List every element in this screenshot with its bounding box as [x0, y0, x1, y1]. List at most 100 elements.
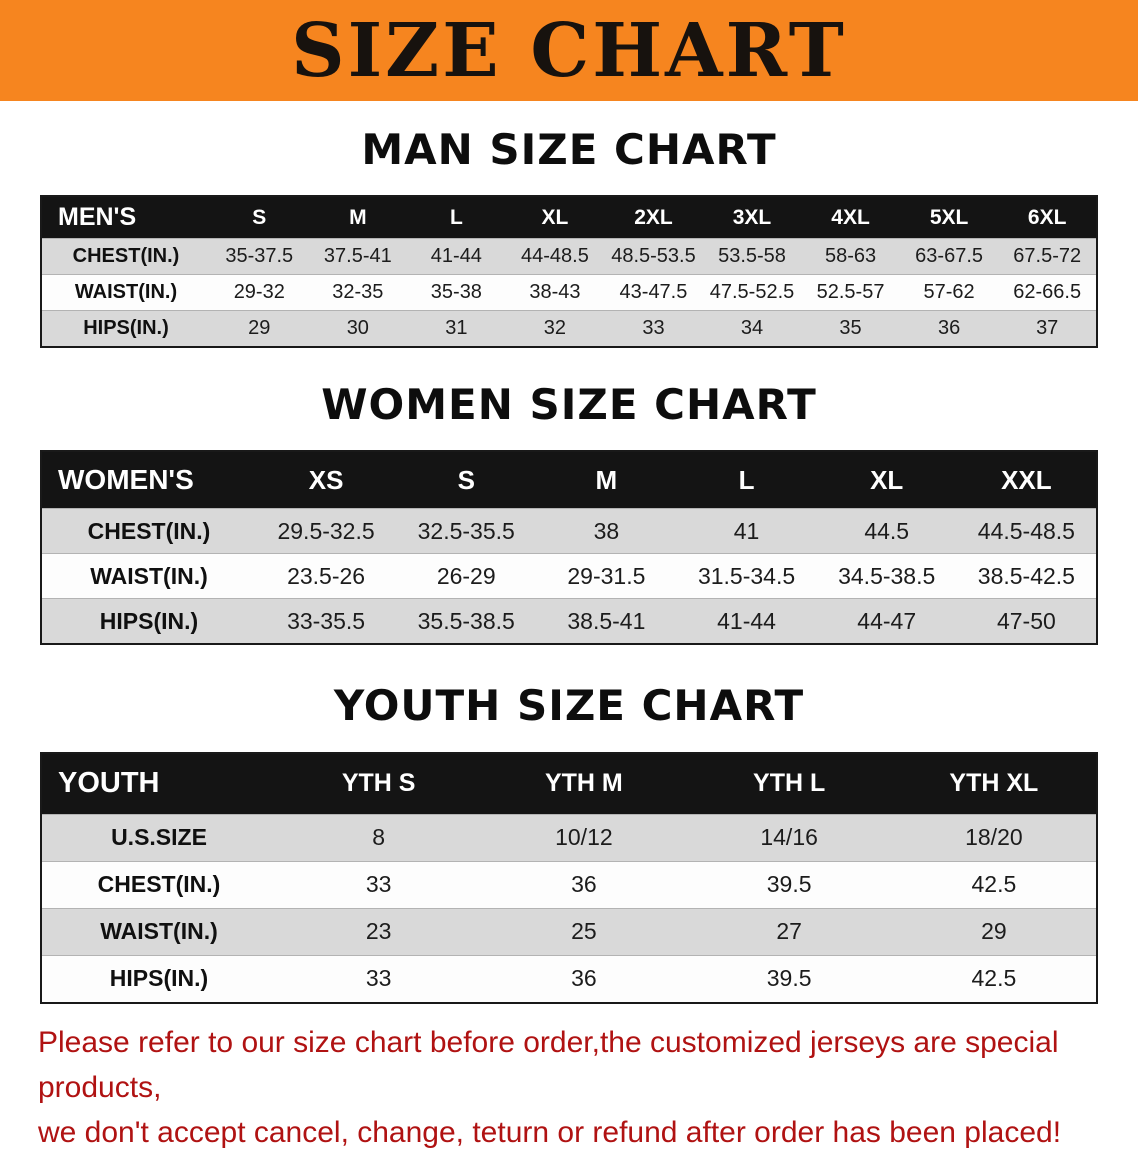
size-value: 47-50 [996, 607, 1056, 634]
size-value: 52.5-57 [816, 281, 885, 304]
banner-title: SIZE CHART [291, 7, 847, 94]
size-value: 58-63 [824, 245, 877, 268]
size-column-header: YTH XL [891, 752, 1097, 815]
youth-section-heading: YOUTH SIZE CHART [333, 681, 805, 731]
table-row: WAIST(IN.) 29-32 32-35 35-38 38-43 43-47.5 47.… [41, 274, 1097, 311]
size-value: 31 [445, 317, 468, 340]
size-value: 8 [372, 824, 386, 851]
size-value: 44-47 [857, 607, 917, 634]
size-column-header: S [210, 196, 309, 239]
size-value: 32.5-35.5 [417, 517, 515, 544]
women-size-section: WOMEN SIZE CHART WOMEN'S XS S M L XL XXL CHEST… [0, 380, 1138, 646]
size-column-header: 2XL [604, 196, 703, 239]
mens-size-table: MEN'S S M L XL 2XL 3XL 4XL 5XL 6XL CHEST(IN.) 35-3… [40, 195, 1098, 349]
size-value: 38-43 [529, 281, 581, 304]
size-value: 62-66.5 [1013, 281, 1082, 304]
size-value: 29-31.5 [567, 562, 646, 589]
size-value: 37 [1036, 317, 1059, 340]
size-value: 53.5-58 [718, 245, 786, 268]
row-label: HIPS(IN.) [109, 965, 209, 992]
row-label: U.S.SIZE [111, 824, 207, 851]
size-column-header: M [536, 451, 677, 509]
table-title-cell: WOMEN'S [41, 451, 256, 509]
womens-table-body: CHEST(IN.) 29.5-32.5 32.5-35.5 38 41 44.5 44.5… [41, 508, 1097, 645]
size-value: 27 [776, 918, 802, 945]
size-value: 41 [733, 517, 760, 544]
size-value: 32 [543, 317, 567, 340]
womens-header-row: WOMEN'S XS S M L XL XXL [41, 451, 1097, 509]
table-title-cell: YOUTH [41, 752, 276, 815]
youth-table-body: U.S.SIZE 8 10/12 14/16 18/20 CHEST(IN.) 33 36 39… [41, 814, 1097, 1003]
size-value: 34 [740, 317, 764, 340]
size-value: 38 [593, 517, 620, 544]
table-row: HIPS(IN.) 33-35.5 35.5-38.5 38.5-41 41-44 44-… [41, 598, 1097, 645]
size-value: 39.5 [766, 965, 812, 992]
size-value: 42.5 [971, 871, 1017, 898]
size-value: 30 [346, 317, 369, 340]
size-chart-banner: SIZE CHART [0, 0, 1138, 101]
row-label: WAIST(IN.) [74, 281, 178, 304]
disclaimer-line-1: Please refer to our size chart before or… [38, 1025, 1059, 1104]
size-value: 33 [365, 871, 392, 898]
size-value: 39.5 [766, 871, 812, 898]
size-value: 35.5-38.5 [417, 607, 515, 634]
youth-header-row: YOUTH YTH S YTH M YTH L YTH XL [41, 752, 1097, 815]
row-label: CHEST(IN.) [97, 871, 221, 898]
size-value: 36 [937, 317, 961, 340]
size-value: 35 [839, 317, 862, 340]
size-column-header: L [407, 196, 506, 239]
size-value: 37.5-41 [323, 245, 392, 268]
size-column-header: 4XL [801, 196, 900, 239]
man-section-heading: MAN SIZE CHART [361, 125, 777, 174]
womens-size-table: WOMEN'S XS S M L XL XXL CHEST(IN.) 29.5-32.5 32.… [40, 450, 1098, 646]
size-value: 48.5-53.5 [611, 245, 696, 268]
size-value: 36 [571, 965, 597, 992]
size-value: 42.5 [971, 965, 1017, 992]
row-label: HIPS(IN.) [99, 607, 199, 634]
size-value: 38.5-42.5 [977, 562, 1075, 589]
size-value: 23.5-26 [287, 562, 366, 589]
size-value: 34.5-38.5 [838, 562, 936, 589]
size-value: 36 [571, 871, 597, 898]
size-value: 10/12 [555, 824, 613, 851]
women-section-heading: WOMEN SIZE CHART [321, 380, 817, 430]
disclaimer: Please refer to our size chart before or… [38, 1020, 1100, 1155]
table-row: WAIST(IN.) 23.5-26 26-29 29-31.5 31.5-34.5 34… [41, 553, 1097, 599]
size-value: 44.5-48.5 [977, 517, 1075, 544]
size-column-header: L [676, 451, 817, 509]
size-value: 44.5 [864, 517, 910, 544]
size-column-header: 5XL [899, 196, 999, 239]
table-row: CHEST(IN.) 35-37.5 37.5-41 41-44 44-48.5 48.5… [41, 238, 1097, 275]
row-label: WAIST(IN.) [90, 562, 208, 589]
size-value: 23 [365, 918, 392, 945]
size-column-header: XL [505, 196, 605, 239]
size-value: 57-62 [923, 281, 975, 304]
size-value: 29.5-32.5 [277, 517, 375, 544]
row-label: CHEST(IN.) [87, 517, 211, 544]
size-value: 33 [365, 965, 392, 992]
size-column-header: 6XL [998, 196, 1097, 239]
size-value: 31.5-34.5 [697, 562, 796, 589]
size-value: 33 [642, 317, 665, 340]
size-value: 29 [248, 317, 271, 340]
youth-size-table: YOUTH YTH S YTH M YTH L YTH XL U.S.SIZE 8 10/1… [40, 751, 1098, 1004]
size-value: 29 [981, 918, 1007, 945]
size-value: 18/20 [965, 824, 1023, 851]
size-value: 29-32 [233, 281, 285, 304]
man-size-section: MAN SIZE CHART MEN'S S M L XL 2XL 3XL 4XL 5XL 6XL… [0, 125, 1138, 349]
size-value: 26-29 [436, 562, 496, 589]
size-value: 41-44 [717, 607, 776, 634]
disclaimer-line-2: we don't accept cancel, change, teturn o… [38, 1115, 1062, 1149]
table-title-cell: MEN'S [41, 196, 210, 239]
size-column-header: XL [816, 451, 957, 509]
size-value: 33-35.5 [287, 607, 366, 634]
table-row: CHEST(IN.) 29.5-32.5 32.5-35.5 38 41 44.5 44.5… [41, 508, 1097, 554]
size-value: 47.5-52.5 [709, 281, 795, 304]
size-column-header: XXL [956, 451, 1097, 509]
mens-table-body: CHEST(IN.) 35-37.5 37.5-41 41-44 44-48.5 48.5… [41, 238, 1097, 348]
youth-size-section: YOUTH SIZE CHART YOUTH YTH S YTH M YTH L YTH… [0, 681, 1138, 1004]
size-column-header: M [308, 196, 408, 239]
size-value: 35-37.5 [225, 245, 294, 268]
row-label: WAIST(IN.) [100, 918, 218, 945]
size-value: 41-44 [430, 245, 482, 268]
